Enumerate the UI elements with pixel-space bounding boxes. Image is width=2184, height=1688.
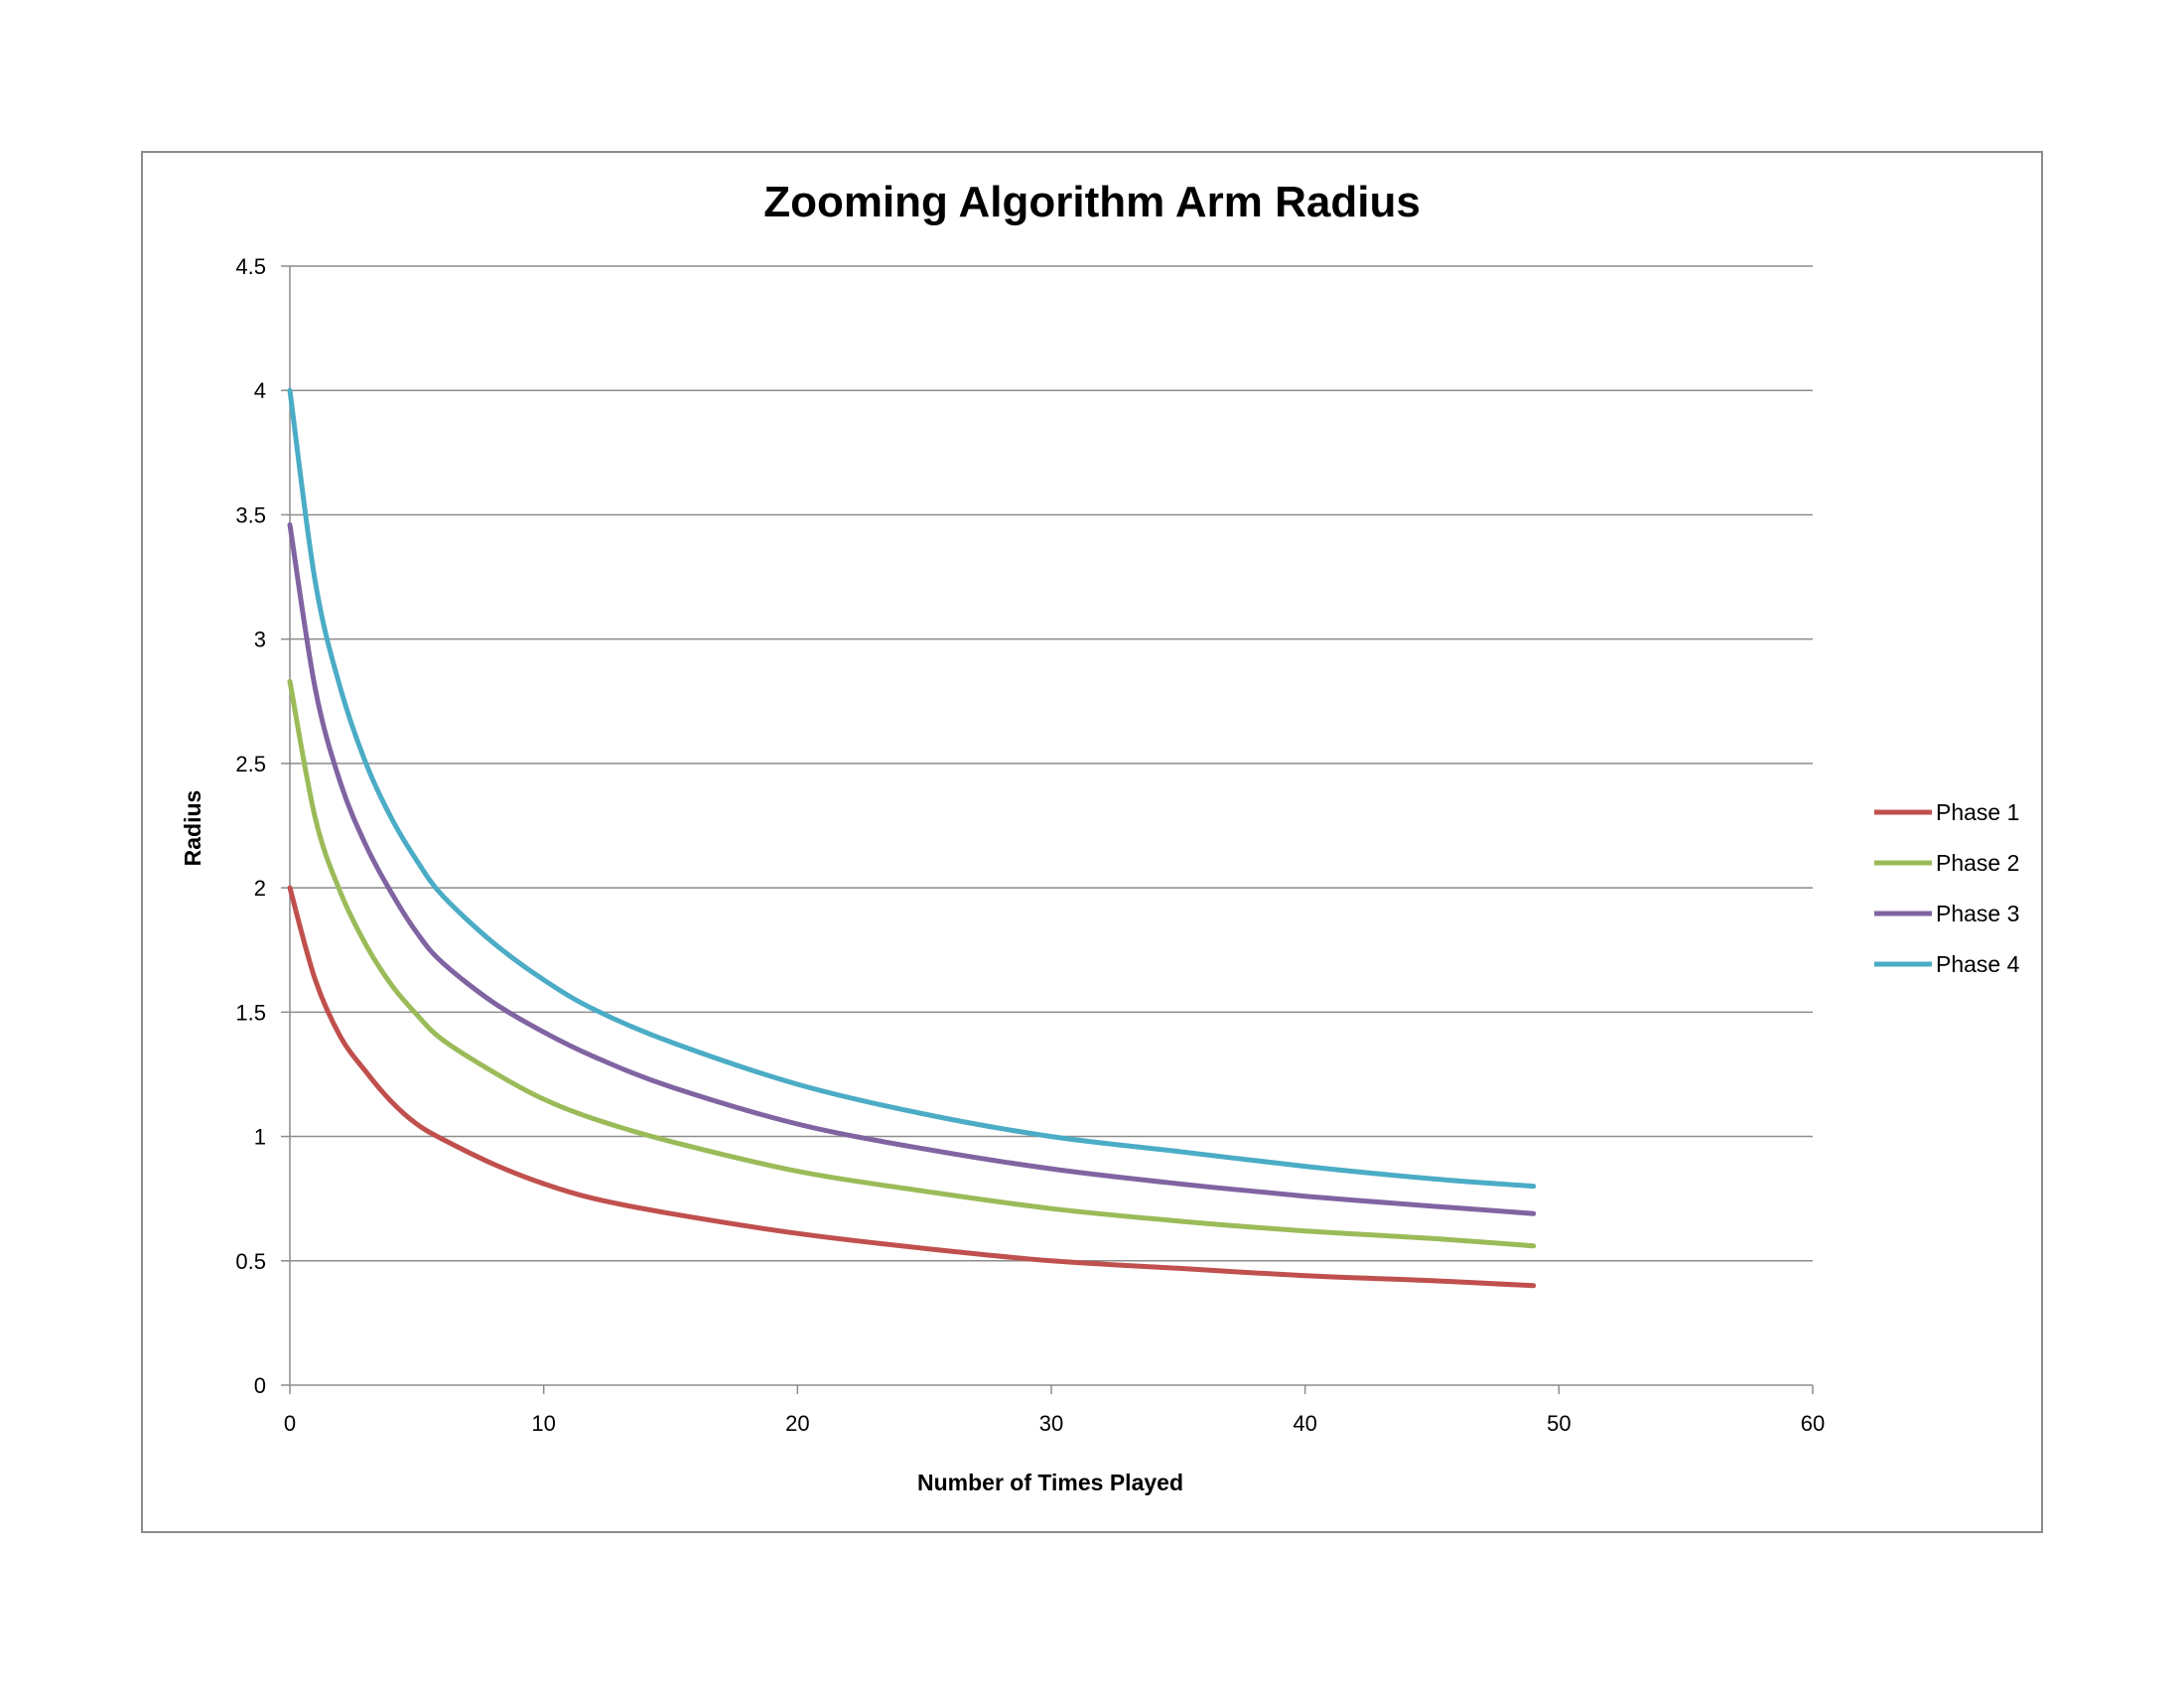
series-line-phase-1 xyxy=(287,885,1537,1289)
x-tick-label: 0 xyxy=(284,1411,296,1436)
legend-label-phase-4: Phase 4 xyxy=(1936,951,2020,977)
x-tick-label: 50 xyxy=(1547,1411,1570,1436)
x-tick-label: 40 xyxy=(1293,1411,1316,1436)
y-tick-label: 1.5 xyxy=(235,1000,266,1025)
x-tick-label: 10 xyxy=(531,1411,555,1436)
series-line-phase-2 xyxy=(287,678,1537,1249)
legend: Phase 1 Phase 2 Phase 3 Phase 4 xyxy=(1874,799,2020,977)
axes: 0 0.5 1 1.5 2 2.5 3 3.5 4 4.5 0 10 20 30 40 50 60 xyxy=(235,254,1825,1436)
legend-label-phase-3: Phase 3 xyxy=(1936,901,2019,926)
y-axis-title: Radius xyxy=(180,790,205,867)
series-line-phase-4 xyxy=(287,387,1537,1190)
legend-label-phase-2: Phase 2 xyxy=(1936,850,2019,876)
x-tick-label: 30 xyxy=(1039,1411,1063,1436)
legend-label-phase-1: Phase 1 xyxy=(1936,799,2019,825)
y-tick-label: 4 xyxy=(254,378,266,403)
y-tick-label: 2 xyxy=(254,876,266,901)
x-tick-label: 20 xyxy=(785,1411,809,1436)
x-tick-label: 60 xyxy=(1801,1411,1825,1436)
chart-title: Zooming Algorithm Arm Radius xyxy=(763,178,1421,226)
series-line-phase-3 xyxy=(287,522,1537,1216)
x-axis-title: Number of Times Played xyxy=(917,1470,1183,1495)
y-tick-label: 4.5 xyxy=(235,254,266,279)
y-tick-label: 0 xyxy=(254,1373,266,1398)
y-tick-label: 2.5 xyxy=(235,752,266,776)
y-tick-label: 3.5 xyxy=(235,502,266,527)
y-tick-label: 0.5 xyxy=(235,1249,266,1274)
gridlines xyxy=(290,265,1813,1262)
y-tick-label: 3 xyxy=(254,628,266,652)
y-tick-label: 1 xyxy=(254,1125,266,1150)
series-lines xyxy=(287,387,1537,1289)
chart-area xyxy=(141,151,2043,1533)
